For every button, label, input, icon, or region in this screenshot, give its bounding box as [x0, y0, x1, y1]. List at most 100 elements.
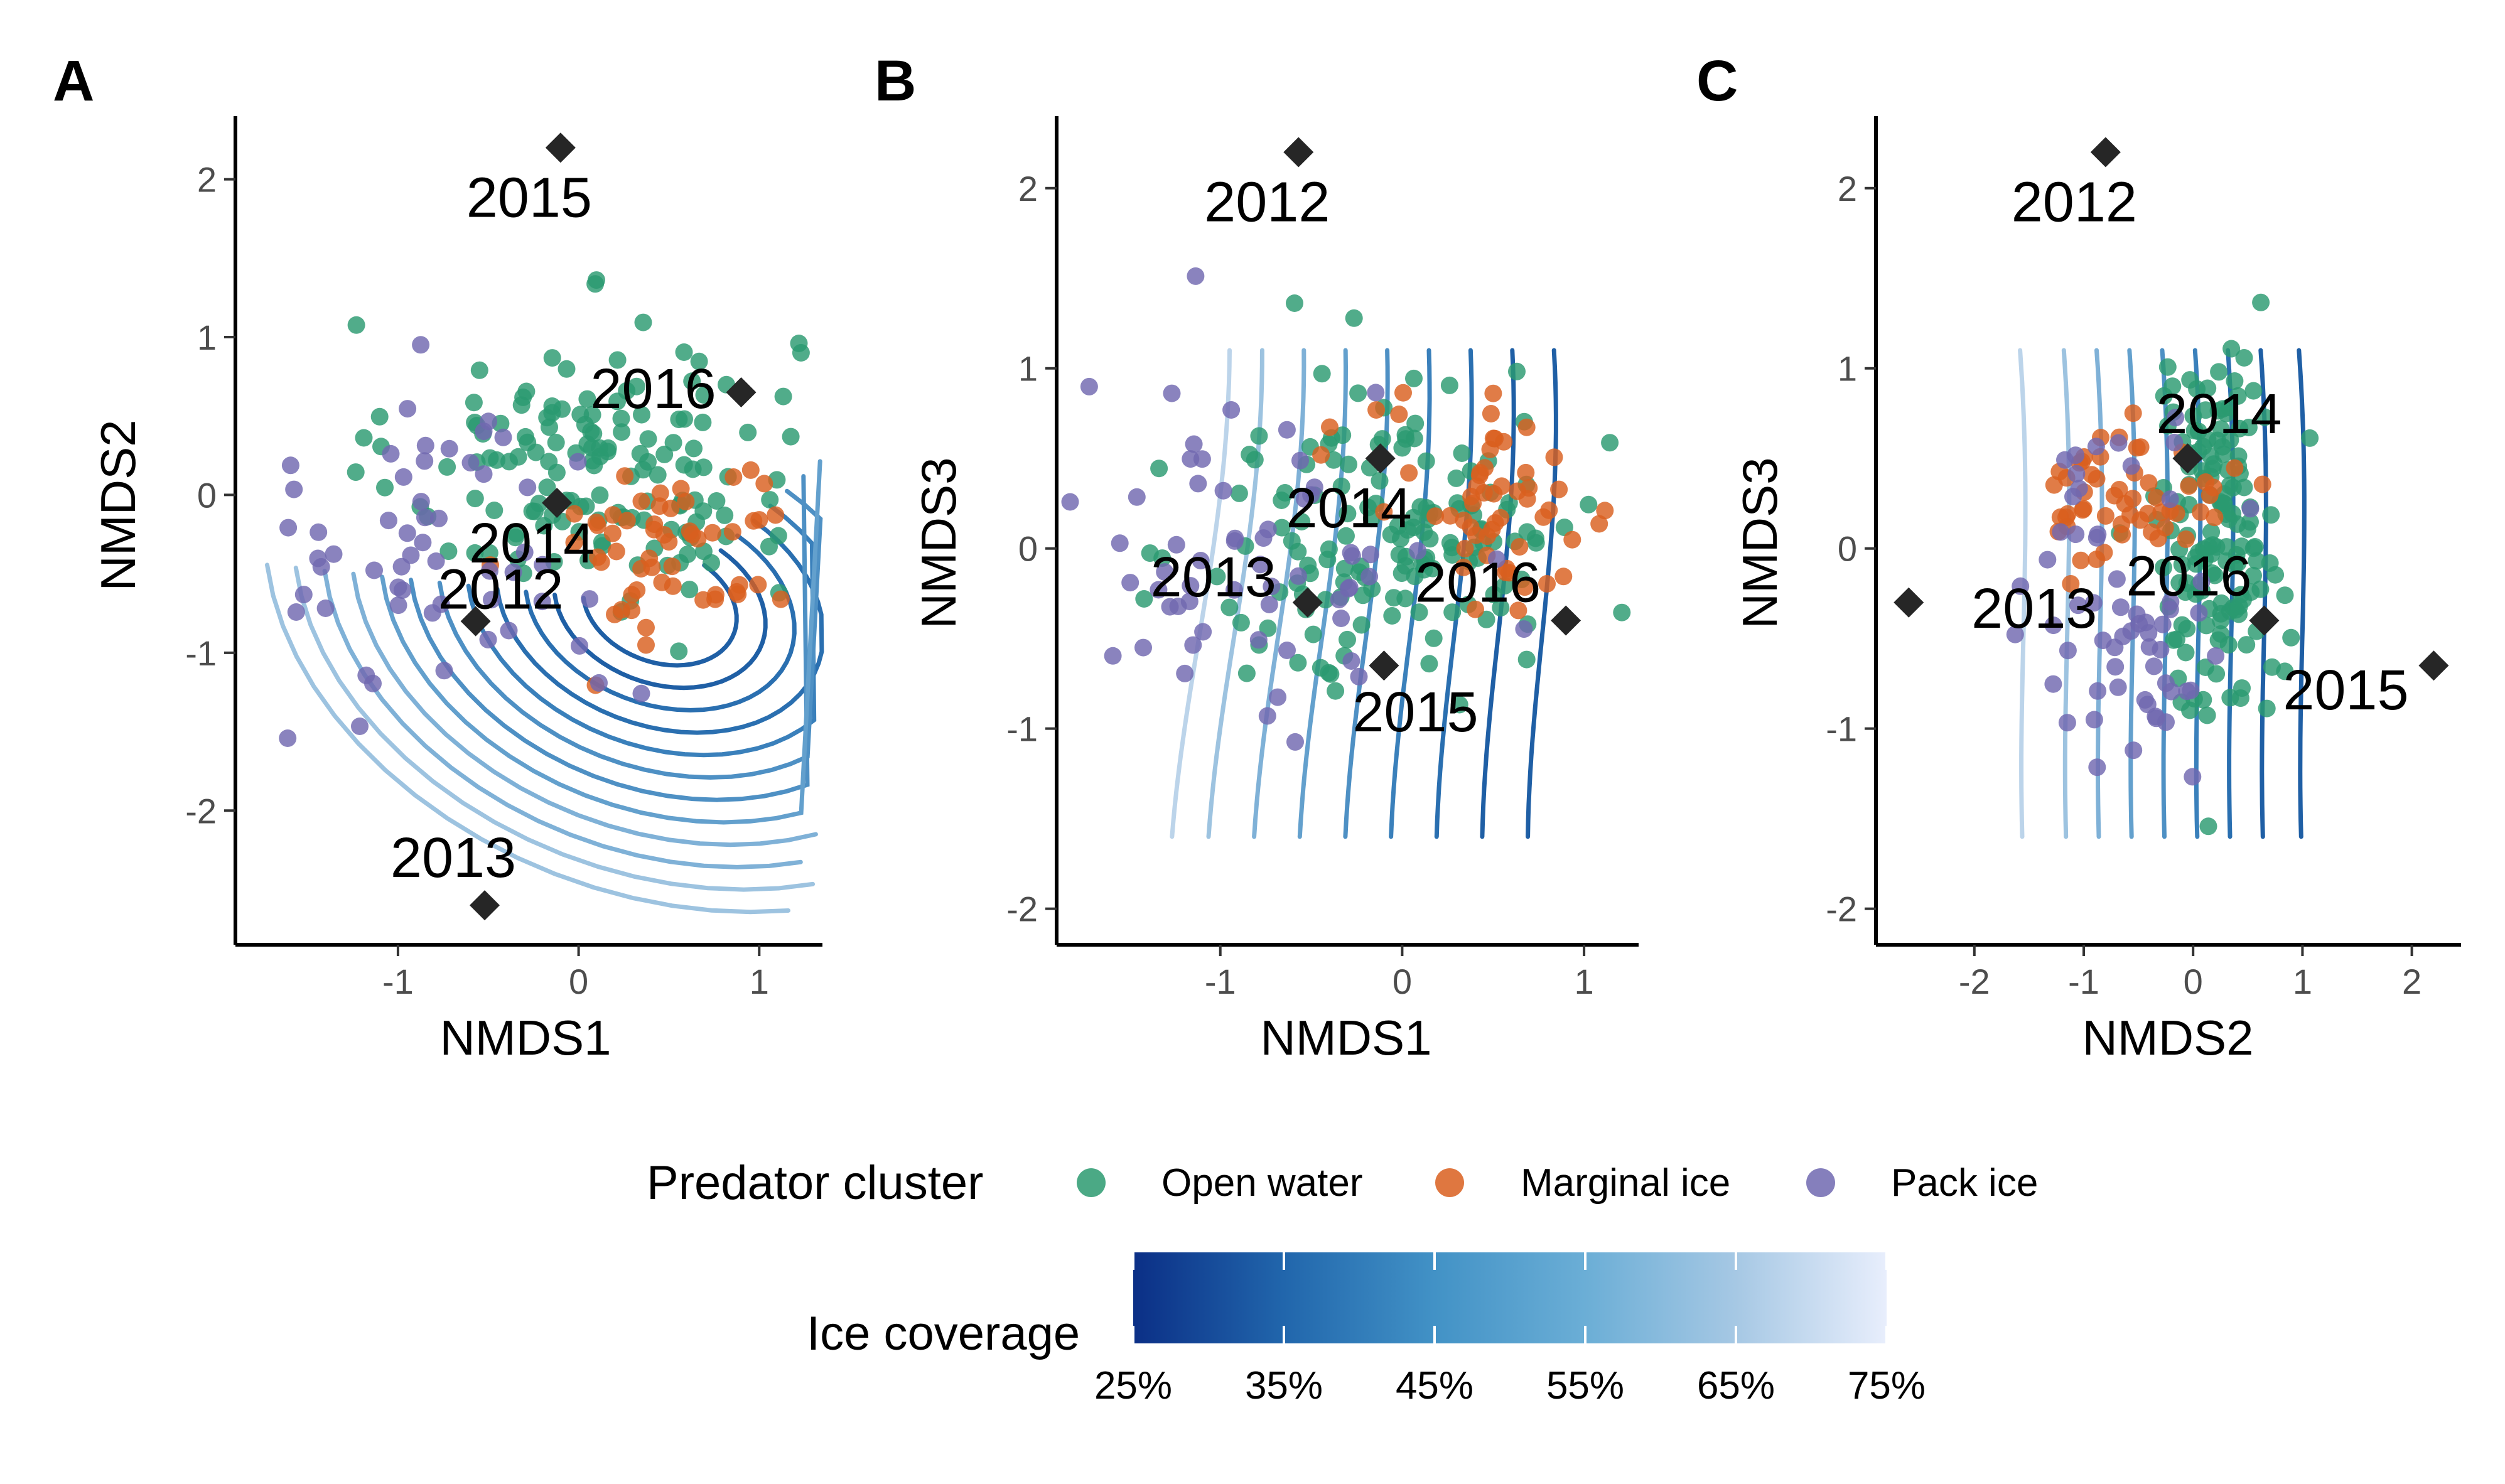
sample-point-marginal-ice [637, 618, 655, 637]
panel-c-axes: -2 -1 0 1 2 -2 -1 0 1 2 [1826, 116, 2461, 1001]
sample-point-open-water [1613, 603, 1631, 621]
colorbar-tick-label: 65% [1697, 1364, 1775, 1407]
sample-point-marginal-ice [2140, 474, 2158, 492]
ice-coverage-legend: Ice coverage 25% 35% 45% 55% 65% 75% [807, 1252, 1926, 1407]
sample-point-open-water [2165, 631, 2183, 649]
sample-point-pack-ice [2192, 573, 2211, 591]
sample-point-pack-ice [2067, 525, 2085, 544]
sample-point-pack-ice [1192, 552, 1210, 569]
sample-point-open-water [1352, 616, 1371, 634]
sample-point-open-water [2158, 358, 2177, 376]
panel-a-xlabel: NMDS1 [439, 1010, 611, 1065]
sample-point-open-water [1517, 650, 1536, 669]
sample-point-open-water [517, 382, 536, 401]
panel-a-axes: -1 0 1 -2 -1 0 1 2 [185, 116, 822, 1001]
sample-point-open-water [675, 343, 693, 361]
sample-point-marginal-ice [2116, 495, 2134, 513]
sample-point-open-water [558, 360, 576, 378]
y-tick-label: 1 [1018, 349, 1038, 389]
panel-a-points [279, 271, 810, 747]
sample-point-pack-ice [2207, 647, 2225, 665]
panel-b-axes: -1 0 1 -2 -1 0 1 2 [1006, 116, 1639, 1001]
sample-point-pack-ice [394, 468, 412, 486]
sample-point-pack-ice [1187, 267, 1205, 285]
sample-point-marginal-ice [2082, 466, 2101, 484]
ice-coverage-tick-marks [1132, 1252, 1888, 1343]
sample-point-open-water [2231, 419, 2249, 438]
year-label: 2015 [1352, 681, 1478, 744]
sample-point-open-water [613, 423, 631, 441]
ice-contour [2297, 348, 2307, 839]
sample-point-open-water [1492, 599, 1510, 617]
sample-point-pack-ice [2109, 434, 2128, 452]
sample-point-marginal-ice [1441, 507, 1459, 525]
sample-point-open-water [2187, 555, 2205, 573]
legend-key-pack-ice [1806, 1168, 1835, 1197]
ice-contour [1434, 348, 1474, 839]
sample-point-open-water [2188, 380, 2206, 398]
sample-point-open-water [588, 271, 605, 289]
sample-point-open-water [2214, 445, 2233, 463]
sample-point-open-water [2244, 382, 2263, 400]
sample-point-pack-ice [2147, 707, 2165, 726]
sample-point-open-water [2177, 643, 2195, 662]
sample-point-pack-ice [1163, 384, 1181, 402]
sample-point-open-water [1417, 452, 1435, 470]
y-tick-label: 0 [197, 475, 217, 515]
sample-point-open-water [2206, 566, 2224, 584]
sample-point-open-water [2248, 552, 2266, 570]
x-tick-label: -1 [382, 962, 414, 1001]
sample-point-marginal-ice [1509, 601, 1527, 620]
sample-point-marginal-ice [663, 557, 681, 576]
sample-point-marginal-ice [1550, 480, 1568, 498]
sample-point-pack-ice [2161, 490, 2179, 508]
year-label: 2012 [1204, 171, 1330, 234]
sample-point-pack-ice [632, 684, 650, 702]
sample-point-open-water [1208, 567, 1226, 586]
sample-point-pack-ice [389, 596, 407, 615]
colorbar-tick-label: 75% [1848, 1364, 1926, 1407]
sample-point-pack-ice [2088, 758, 2106, 777]
sample-point-pack-ice [430, 509, 448, 527]
sample-point-open-water [685, 439, 703, 458]
sample-point-marginal-ice [607, 542, 625, 561]
sample-point-open-water [1406, 414, 1425, 433]
sample-point-pack-ice [2067, 465, 2086, 483]
sample-point-open-water [1393, 564, 1411, 583]
sample-point-marginal-ice [637, 636, 655, 654]
sample-point-open-water [438, 458, 456, 476]
sample-point-pack-ice [2044, 616, 2062, 635]
sample-point-pack-ice [2106, 658, 2125, 676]
sample-point-marginal-ice [664, 577, 682, 595]
sample-point-pack-ice [475, 422, 493, 441]
sample-point-pack-ice [534, 556, 552, 574]
sample-point-marginal-ice [643, 558, 661, 576]
sample-point-open-water [2282, 628, 2300, 647]
year-label: 2016 [590, 358, 716, 421]
sample-point-pack-ice [1150, 581, 1168, 599]
sample-point-open-water [1354, 586, 1372, 605]
sample-point-open-water [2217, 538, 2236, 556]
sample-point-pack-ice [2178, 682, 2196, 701]
sample-point-open-water [2226, 556, 2244, 574]
sample-point-pack-ice [2089, 525, 2107, 544]
sample-point-open-water [792, 344, 810, 362]
sample-point-open-water [1425, 629, 1443, 647]
x-tick-label: -1 [2068, 962, 2099, 1001]
sample-point-open-water [538, 478, 556, 497]
sample-point-pack-ice [2153, 615, 2172, 633]
year-label: 2013 [391, 827, 516, 890]
sample-point-open-water [1286, 294, 1303, 312]
sample-point-pack-ice [1214, 481, 1232, 500]
sample-point-pack-ice [402, 546, 420, 564]
sample-point-open-water [355, 429, 373, 447]
sample-point-pack-ice [325, 545, 343, 563]
sample-point-marginal-ice [1563, 530, 1581, 549]
sample-point-marginal-ice [565, 505, 583, 523]
panel-c-years: 2012 2014 2013 2016 2015 [1894, 137, 2449, 722]
year-label: 2015 [466, 166, 592, 229]
sample-point-pack-ice [2122, 457, 2140, 475]
sample-point-open-water [1410, 603, 1428, 621]
sample-point-open-water [760, 537, 778, 556]
sample-point-marginal-ice [1426, 507, 1445, 525]
